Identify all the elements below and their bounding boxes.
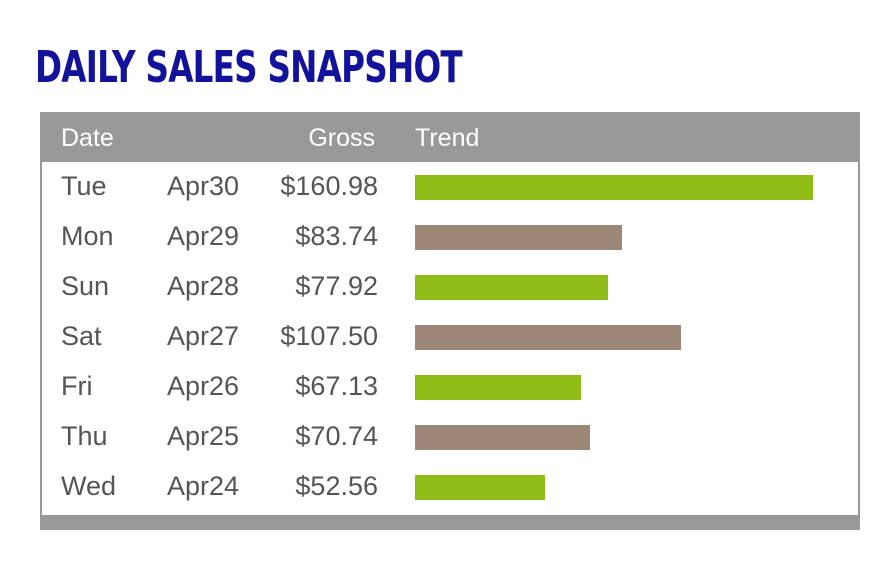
row-gross-value: $160.98 bbox=[280, 171, 378, 201]
table-row: Fri Apr26 $67.13 bbox=[42, 363, 858, 413]
row-date: Apr24 bbox=[167, 471, 240, 501]
row-date: Apr28 bbox=[167, 271, 240, 301]
table-rows: Tue Apr30 $160.98 Mon Apr29 $83.74 Sun Apr28 $77… bbox=[42, 162, 858, 515]
trend-bar bbox=[415, 425, 590, 450]
row-date: Apr26 bbox=[167, 371, 240, 401]
row-gross-value: $107.50 bbox=[280, 321, 378, 351]
trend-bar bbox=[415, 375, 581, 400]
sales-table-panel: Date Gross Trend Tue Apr30 $160.98 Mon Apr29… bbox=[40, 112, 860, 530]
table-row: Tue Apr30 $160.98 bbox=[42, 163, 858, 213]
row-gross-value: $77.92 bbox=[295, 271, 378, 301]
row-day: Fri bbox=[61, 371, 93, 401]
trend-bar bbox=[415, 475, 545, 500]
chart-title: DAILY SALES SNAPSHOT bbox=[35, 42, 463, 93]
row-date: Apr30 bbox=[167, 171, 240, 201]
row-date: Apr27 bbox=[167, 321, 240, 351]
table-row: Wed Apr24 $52.56 bbox=[42, 463, 858, 513]
table-row: Mon Apr29 $83.74 bbox=[42, 213, 858, 263]
row-day: Mon bbox=[61, 221, 114, 251]
row-day: Tue bbox=[61, 171, 107, 201]
column-header-date: Date bbox=[61, 124, 114, 152]
table-row: Sat Apr27 $107.50 bbox=[42, 313, 858, 363]
row-day: Wed bbox=[61, 471, 117, 501]
row-gross-value: $70.74 bbox=[295, 421, 378, 451]
row-date: Apr25 bbox=[167, 421, 240, 451]
row-day: Sun bbox=[61, 271, 110, 301]
trend-bar bbox=[415, 325, 681, 350]
row-gross-value: $52.56 bbox=[295, 471, 378, 501]
row-gross-value: $67.13 bbox=[295, 371, 378, 401]
row-date: Apr29 bbox=[167, 221, 240, 251]
row-day: Sat bbox=[61, 321, 102, 351]
table-row: Thu Apr25 $70.74 bbox=[42, 413, 858, 463]
table-row: Sun Apr28 $77.92 bbox=[42, 263, 858, 313]
trend-bar bbox=[415, 225, 622, 250]
row-day: Thu bbox=[61, 421, 108, 451]
table-body: Tue Apr30 $160.98 Mon Apr29 $83.74 Sun Apr28 $77… bbox=[42, 162, 858, 515]
trend-bar bbox=[415, 275, 608, 300]
column-header-gross: Gross bbox=[308, 124, 375, 152]
column-header-trend: Trend bbox=[415, 124, 480, 152]
trend-bar bbox=[415, 175, 813, 200]
row-gross-value: $83.74 bbox=[295, 221, 378, 251]
